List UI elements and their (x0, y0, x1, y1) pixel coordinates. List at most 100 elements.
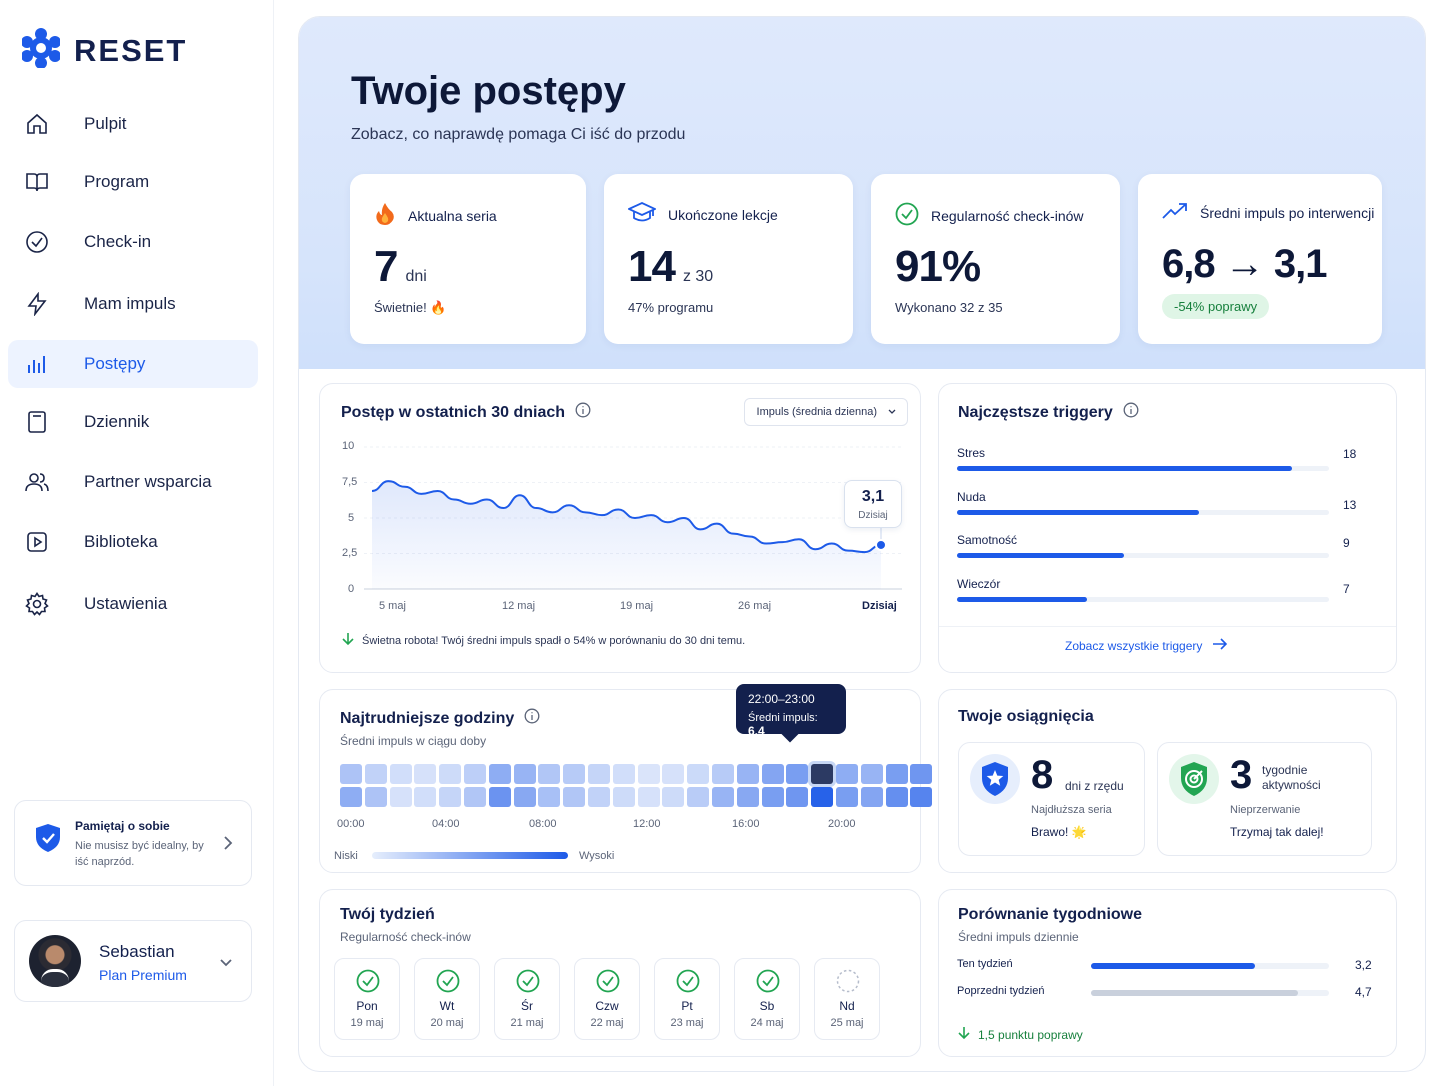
heatmap-cell[interactable] (711, 787, 734, 807)
comparison-bar (1091, 990, 1298, 996)
see-all-triggers-link[interactable]: Zobacz wszystkie triggery (1065, 638, 1228, 653)
info-icon[interactable] (1123, 402, 1139, 423)
heatmap-cell[interactable] (885, 787, 908, 807)
heatmap-cell[interactable] (860, 764, 883, 784)
reminder-card[interactable]: Pamiętaj o sobie Nie musisz być idealny,… (14, 800, 252, 886)
day-name: Pt (681, 999, 693, 1013)
heatmap-cell[interactable] (761, 764, 784, 784)
heatmap-cell[interactable] (910, 764, 933, 784)
sidebar-item-postepy[interactable]: Postępy (8, 340, 258, 388)
day-tile[interactable]: Pt 23 maj (654, 958, 720, 1040)
achievement-value: 8 (1031, 753, 1054, 797)
day-tile[interactable]: Nd 25 maj (814, 958, 880, 1040)
heatmap-cell[interactable] (587, 787, 610, 807)
heatmap-tooltip: 22:00–23:00 Średni impuls: 6,4 (736, 684, 846, 738)
heatmap-cell[interactable] (563, 764, 586, 784)
sidebar-item-mam-impuls[interactable]: Mam impuls (8, 280, 258, 328)
heatmap-cell[interactable] (687, 764, 710, 784)
heatmap-cell[interactable] (786, 764, 809, 784)
day-tile[interactable]: Wt 20 maj (414, 958, 480, 1040)
data-point-today[interactable] (875, 538, 887, 551)
trigger-row: Nuda 13 (957, 490, 1375, 515)
heatmap-cell[interactable] (340, 787, 362, 807)
heatmap-cell[interactable] (761, 787, 784, 807)
sidebar-item-dziennik[interactable]: Dziennik (8, 398, 258, 446)
metric-select[interactable]: Impuls (średnia dzienna) (743, 398, 908, 426)
sidebar-item-label: Partner wsparcia (84, 472, 212, 491)
x-tick: Dzisiaj (862, 600, 897, 612)
heatmap-cell[interactable] (662, 787, 685, 807)
sidebar-item-biblioteka[interactable]: Biblioteka (8, 518, 258, 566)
day-tile[interactable]: Sb 24 maj (734, 958, 800, 1040)
check-circle-icon (756, 969, 780, 998)
heatmap-cell[interactable] (463, 787, 486, 807)
sidebar-item-program[interactable]: Program (8, 158, 258, 206)
heatmap-cell[interactable] (711, 764, 734, 784)
heatmap-cell[interactable] (389, 764, 412, 784)
sidebar-item-pulpit[interactable]: Pulpit (8, 100, 258, 148)
heatmap-cell[interactable] (488, 764, 511, 784)
trigger-bar (957, 466, 1292, 471)
sidebar-item-partner-wsparcia[interactable]: Partner wsparcia (8, 458, 258, 506)
arrow-down-icon (342, 632, 354, 649)
heatmap-cell[interactable] (563, 787, 586, 807)
heatmap-cell[interactable] (835, 764, 858, 784)
day-tile[interactable]: Czw 22 maj (574, 958, 640, 1040)
heatmap-cell[interactable] (612, 787, 635, 807)
heatmap-cell[interactable] (513, 787, 536, 807)
info-icon[interactable] (575, 402, 591, 423)
stat-value: 14 (628, 242, 676, 291)
heatmap-cell[interactable] (463, 764, 486, 784)
card-title: Twoje osiągnięcia (958, 708, 1094, 725)
heatmap-cell[interactable] (811, 787, 834, 807)
trigger-track (957, 553, 1329, 558)
stat-value: 91% (895, 242, 981, 291)
heatmap-cell[interactable] (835, 787, 858, 807)
heatmap-cell[interactable] (439, 787, 462, 807)
trigger-value: 18 (1343, 447, 1357, 461)
progress-chart-card: Postęp w ostatnich 30 dniach Impuls (śre… (319, 383, 921, 673)
heatmap-cell[interactable] (364, 787, 387, 807)
heatmap-cell[interactable] (860, 787, 883, 807)
heatmap-cell[interactable] (736, 764, 759, 784)
achievement-sub: Najdłuższa seria (1031, 804, 1112, 816)
x-tick: 19 maj (620, 600, 654, 612)
heatmap-cell[interactable] (538, 787, 561, 807)
stat-unit: z 30 (682, 268, 714, 285)
heatmap-cell[interactable] (910, 787, 933, 807)
heatmap-cell[interactable] (637, 787, 660, 807)
comparison-bar (1091, 963, 1255, 969)
day-tile[interactable]: Śr 21 maj (494, 958, 560, 1040)
heatmap-cell[interactable] (687, 787, 710, 807)
stat-footnote: 47% programu (628, 300, 714, 315)
heatmap-cell[interactable] (513, 764, 536, 784)
day-name: Czw (595, 999, 619, 1013)
heatmap-cell[interactable] (736, 787, 759, 807)
heatmap-cell[interactable] (662, 764, 685, 784)
comparison-row-previous: Poprzedni tydzień 4,7 (957, 983, 1375, 1003)
improvement-badge: -54% poprawy (1162, 294, 1270, 319)
heatmap-cell[interactable] (488, 787, 511, 807)
user-profile[interactable]: Sebastian Plan Premium (14, 920, 252, 1002)
heatmap-cell[interactable] (885, 764, 908, 784)
info-icon[interactable] (524, 708, 540, 729)
heatmap-cell[interactable] (414, 787, 437, 807)
achievement-label: dni z rzędu (1065, 779, 1124, 793)
heatmap-cell[interactable] (439, 764, 462, 784)
heatmap-cell[interactable] (811, 764, 834, 784)
sidebar-item-check-in[interactable]: Check-in (8, 218, 258, 266)
check-circle-icon (24, 229, 50, 255)
sidebar-item-ustawienia[interactable]: Ustawienia (8, 580, 258, 628)
heatmap-cell[interactable] (389, 787, 412, 807)
heatmap-cell[interactable] (538, 764, 561, 784)
heatmap-cell[interactable] (637, 764, 660, 784)
page-subtitle: Zobacz, co naprawdę pomaga Ci iść do prz… (351, 126, 686, 143)
heatmap-cell[interactable] (340, 764, 362, 784)
heatmap-cell[interactable] (587, 764, 610, 784)
heatmap-cell[interactable] (612, 764, 635, 784)
heatmap-cell[interactable] (364, 764, 387, 784)
heatmap-cell[interactable] (414, 764, 437, 784)
day-tile[interactable]: Pon 19 maj (334, 958, 400, 1040)
heatmap-cell[interactable] (786, 787, 809, 807)
brand-logo[interactable]: RESET (21, 28, 187, 73)
